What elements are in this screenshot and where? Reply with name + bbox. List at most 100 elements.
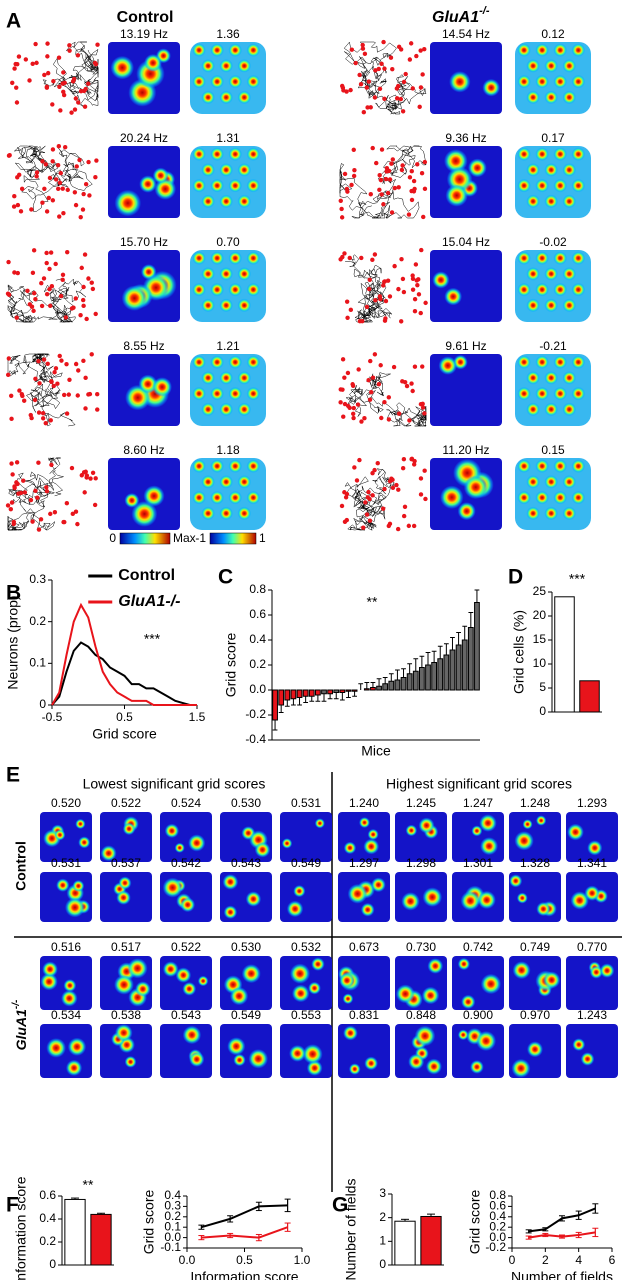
spike [31, 248, 37, 253]
autocorr-peak [526, 402, 540, 417]
series-line [201, 1226, 288, 1239]
spike [416, 277, 421, 282]
rate-field [599, 963, 615, 978]
autocorr-peak [562, 59, 577, 73]
spike [62, 144, 68, 150]
spike [82, 104, 88, 109]
autocorr-peak [553, 355, 568, 370]
y-tick-label: 0.3 [164, 1199, 181, 1213]
spike [418, 85, 424, 90]
autocorr-peak [237, 163, 252, 177]
spike [83, 182, 89, 187]
grid-score: 0.543 [231, 856, 261, 870]
spike [34, 174, 39, 179]
rate-field [438, 356, 458, 375]
spike [412, 309, 418, 314]
spike [34, 170, 40, 175]
y-tick-label: 0.4 [489, 1209, 506, 1223]
spike [93, 311, 98, 317]
autocorr-peak [192, 282, 206, 297]
spike [47, 287, 52, 292]
spike [364, 512, 370, 517]
bar [474, 602, 480, 691]
bar [455, 644, 462, 691]
x-tick-label: -0.5 [42, 710, 63, 724]
rate-field [364, 1056, 378, 1071]
rate-field [127, 958, 148, 979]
spike [377, 187, 382, 193]
spike [87, 193, 92, 198]
rate-field [154, 178, 177, 200]
rate-field [395, 984, 415, 1004]
spike [75, 53, 81, 58]
rate-field [427, 958, 444, 974]
spike [32, 397, 38, 403]
spike [358, 82, 364, 87]
rate-field [223, 905, 238, 919]
autocorr-peak [237, 371, 252, 385]
grid-score: 1.243 [577, 1008, 607, 1022]
autocorr-peak [544, 506, 559, 521]
y-tick-label: 0.4 [249, 632, 266, 646]
spike [44, 209, 50, 214]
spike [351, 405, 357, 411]
autocorr-peak [571, 251, 586, 266]
y-tick-label: 0.2 [29, 614, 46, 628]
row-label: Control [13, 841, 29, 891]
rate-field [222, 874, 239, 890]
autocorr-peak [219, 298, 234, 313]
spike [62, 519, 67, 525]
spike [406, 212, 412, 217]
colorbar-min: -1 [195, 531, 206, 545]
spike [363, 500, 368, 505]
spike [44, 291, 50, 297]
spike [386, 395, 392, 400]
y-tick-label: 0.8 [249, 582, 266, 596]
spike [378, 363, 383, 368]
spike [20, 393, 25, 399]
rate-field [164, 823, 180, 839]
bar [90, 1213, 112, 1266]
spike [14, 315, 19, 320]
spike [53, 366, 59, 371]
autocorr-peak [201, 298, 215, 313]
grid-score: 1.341 [577, 856, 607, 870]
y-tick-label: 5 [539, 680, 546, 694]
spike [399, 256, 404, 262]
x-axis-label: Information score [190, 1269, 298, 1280]
significance: ** [367, 594, 378, 610]
rate-field [46, 1038, 66, 1058]
spike [92, 502, 98, 508]
spike [11, 204, 17, 209]
spike [372, 95, 378, 100]
rate-field [512, 961, 531, 980]
grid-score: 1.240 [349, 796, 379, 810]
column-title: Highest significant grid scores [386, 776, 572, 792]
rate-field [54, 829, 66, 841]
grid-score: 0.549 [231, 1008, 261, 1022]
y-axis-label: Grid score [223, 633, 239, 698]
spike [75, 393, 80, 398]
rate-field [347, 883, 368, 904]
spike [373, 297, 378, 303]
spike [67, 43, 72, 48]
spike [392, 185, 397, 191]
rate-field [180, 897, 196, 913]
autocorr-peak [526, 475, 540, 489]
spike [387, 294, 393, 299]
autocorr-peak [535, 490, 550, 505]
spike [410, 86, 415, 91]
spike [343, 495, 349, 500]
trajectory [343, 41, 427, 115]
autocorr-peak [553, 43, 568, 58]
x-tick-label: 1.5 [189, 710, 206, 724]
bar [412, 670, 419, 691]
spike [41, 276, 47, 281]
rate-field [229, 986, 249, 1006]
rate-map-bg [395, 812, 447, 862]
spike [43, 162, 48, 167]
spike [410, 276, 416, 281]
grid-score: 0.770 [577, 940, 607, 954]
spike [71, 76, 77, 82]
